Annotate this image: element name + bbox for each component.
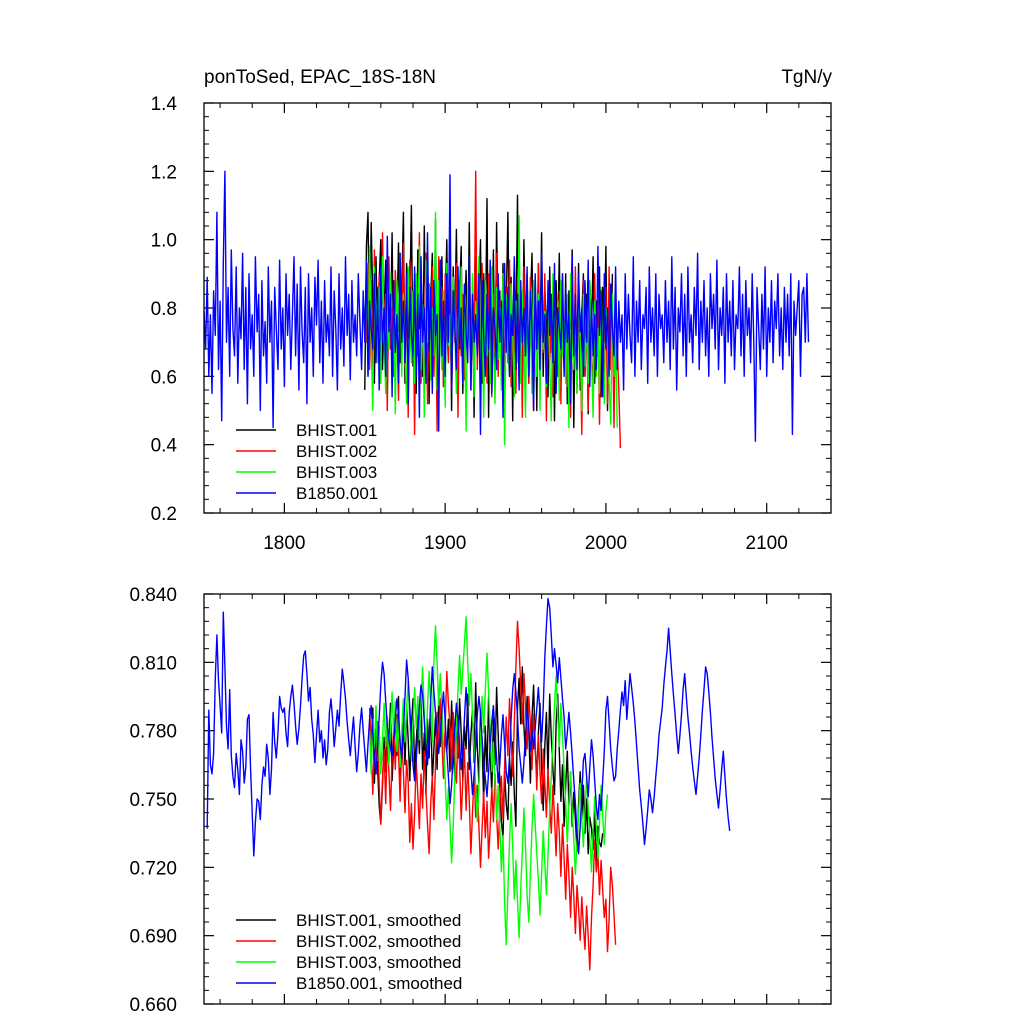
y-tick-label: 0.810 xyxy=(129,653,177,674)
legend-label-4: B1850.001 xyxy=(296,484,378,503)
legend-label-1: BHIST.001 xyxy=(296,421,377,440)
legend-label-2: BHIST.002, smoothed xyxy=(296,932,461,951)
legend-label-3: BHIST.003, smoothed xyxy=(296,953,461,972)
top-title-left: ponToSed, EPAC_18S-18N xyxy=(204,67,436,88)
x-tick-label: 2100 xyxy=(746,533,788,554)
y-tick-label: 1.0 xyxy=(151,231,177,252)
x-tick-label: 1900 xyxy=(424,533,466,554)
y-tick-label: 0.840 xyxy=(129,585,177,606)
y-tick-label: 0.750 xyxy=(129,790,177,811)
y-tick-label: 0.690 xyxy=(129,927,177,948)
y-tick-label: 0.660 xyxy=(129,995,177,1016)
x-tick-label: 2000 xyxy=(585,533,627,554)
y-tick-label: 1.2 xyxy=(151,162,177,183)
y-tick-label: 0.8 xyxy=(151,299,177,320)
y-tick-label: 1.4 xyxy=(151,94,178,115)
legend-label-2: BHIST.002 xyxy=(296,442,377,461)
legend-label-3: BHIST.003 xyxy=(296,463,377,482)
series-line-4 xyxy=(206,597,731,857)
series-line-4 xyxy=(203,170,810,442)
top-title-right: TgN/y xyxy=(781,67,832,88)
top-plot-frame xyxy=(203,102,832,514)
series-line-2 xyxy=(368,620,617,971)
top-tick-labels: 1800 1900 2000 2100 0.2 0.4 0.6 0.8 1.0 1.2 1.4 xyxy=(151,94,788,554)
legend-label-1: BHIST.001, smoothed xyxy=(296,911,461,930)
bottom-tick-labels: 0.660 0.690 0.720 0.750 0.780 0.810 0.840 xyxy=(129,585,177,1016)
bottom-ticks xyxy=(204,593,832,1005)
y-tick-label: 0.720 xyxy=(129,858,177,879)
y-tick-label: 0.6 xyxy=(151,367,177,388)
top-legend: BHIST.001 BHIST.002 BHIST.003 B1850.001 xyxy=(236,421,378,503)
bottom-panel: 0.660 0.690 0.720 0.750 0.780 0.810 0.840 BHIS… xyxy=(129,585,832,1016)
y-tick-label: 0.4 xyxy=(151,436,178,457)
bottom-plot-frame xyxy=(203,593,832,1005)
y-tick-label: 0.2 xyxy=(151,504,177,525)
x-tick-label: 1800 xyxy=(263,533,305,554)
series-line-1 xyxy=(368,666,604,864)
legend-label-4: B1850.001, smoothed xyxy=(296,974,462,993)
top-series-group xyxy=(203,170,810,449)
bottom-legend: BHIST.001, smoothed BHIST.002, smoothed BH… xyxy=(236,911,462,993)
top-panel: ponToSed, EPAC_18S-18N TgN/y 1800 1900 200… xyxy=(151,67,833,554)
bottom-series-group xyxy=(206,597,731,971)
y-tick-label: 0.780 xyxy=(129,722,177,743)
